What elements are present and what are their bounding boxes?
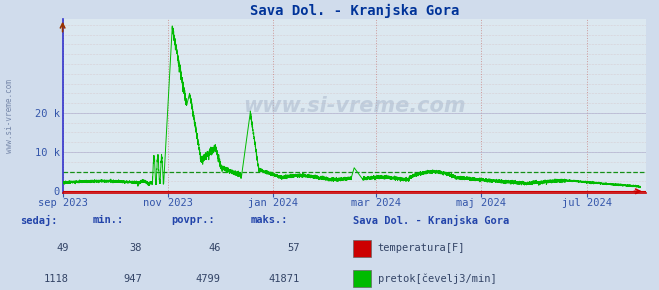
Text: 57: 57	[287, 243, 300, 253]
Bar	[353, 270, 371, 287]
Text: www.si-vreme.com: www.si-vreme.com	[5, 79, 14, 153]
Text: pretok[čevelj3/min]: pretok[čevelj3/min]	[378, 273, 496, 284]
Text: 41871: 41871	[269, 274, 300, 284]
Text: 4799: 4799	[196, 274, 221, 284]
Text: 49: 49	[57, 243, 69, 253]
Text: 1118: 1118	[44, 274, 69, 284]
Text: maks.:: maks.:	[250, 215, 288, 225]
Text: sedaj:: sedaj:	[20, 215, 57, 226]
Bar	[353, 240, 371, 257]
Text: temperatura[F]: temperatura[F]	[378, 243, 465, 253]
Text: 38: 38	[129, 243, 142, 253]
Text: Sava Dol. - Kranjska Gora: Sava Dol. - Kranjska Gora	[353, 215, 509, 226]
Text: povpr.:: povpr.:	[171, 215, 215, 225]
Text: 947: 947	[123, 274, 142, 284]
Title: Sava Dol. - Kranjska Gora: Sava Dol. - Kranjska Gora	[250, 3, 459, 18]
Text: 46: 46	[208, 243, 221, 253]
Text: www.si-vreme.com: www.si-vreme.com	[243, 96, 465, 116]
Text: min.:: min.:	[92, 215, 123, 225]
